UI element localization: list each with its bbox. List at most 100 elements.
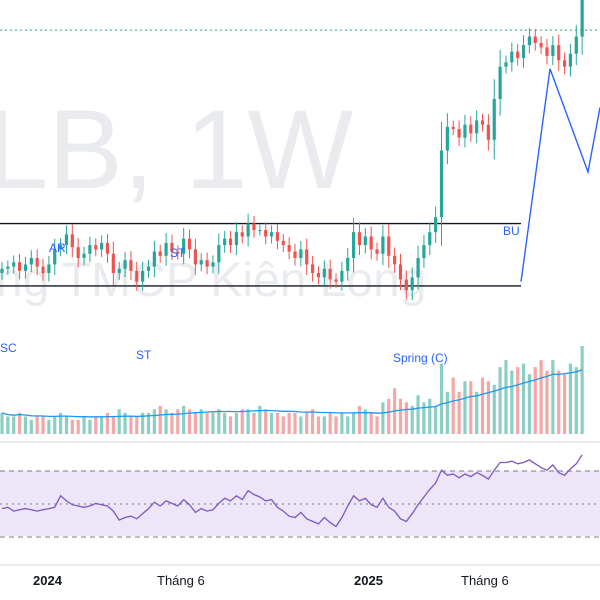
candlestick [117, 261, 121, 280]
candle-body [182, 238, 186, 254]
annotation-spring-c: Spring (C) [393, 351, 448, 365]
volume-bar [41, 416, 45, 434]
candle-body [82, 253, 86, 258]
candlestick [428, 222, 432, 255]
volume-bar [82, 416, 86, 434]
volume-bar [369, 412, 373, 434]
volume-bar [346, 416, 350, 434]
volume-bar [480, 377, 485, 434]
candle-body [269, 232, 274, 237]
x-tick-2025: 2025 [354, 573, 383, 588]
candle-body [117, 268, 121, 274]
candlestick [269, 225, 274, 244]
volume-bar [492, 384, 496, 434]
volume-bar [328, 412, 332, 434]
volume-bar [310, 409, 315, 434]
candlestick [527, 28, 531, 54]
candlestick [17, 253, 22, 280]
candlestick [146, 259, 151, 278]
candle-body [574, 36, 578, 54]
candlestick [135, 261, 139, 291]
candle-body [94, 245, 98, 250]
volume-bar [334, 416, 338, 434]
candle-body [422, 245, 426, 258]
annotation-sc: SC [0, 341, 17, 355]
volume-bar [457, 391, 461, 434]
candlestick [328, 259, 332, 289]
candlestick [287, 237, 291, 260]
volume-bar [434, 405, 438, 434]
volume-bar [217, 409, 221, 434]
candle-body [281, 240, 285, 246]
candlestick [223, 231, 227, 253]
candle-body [105, 242, 110, 254]
volume-bar [381, 402, 385, 434]
candlestick [228, 231, 233, 253]
volume-bar [211, 412, 215, 434]
candlestick [182, 228, 186, 265]
candlestick [193, 238, 197, 276]
candle-body [187, 238, 192, 250]
volume-bar [562, 374, 567, 434]
candlesticks [0, 0, 584, 301]
candlestick [422, 235, 426, 268]
candlestick [53, 238, 57, 276]
candle-body [223, 238, 227, 246]
candlestick [111, 241, 115, 286]
candlestick [516, 43, 520, 66]
candle-body [164, 242, 168, 256]
candle-body [228, 238, 233, 246]
volume-bar [469, 381, 473, 434]
candlestick [498, 49, 502, 116]
candlestick [176, 245, 180, 260]
candlestick [234, 222, 238, 255]
volume-bar [135, 416, 139, 434]
candle-body [111, 253, 115, 274]
candle-body [551, 45, 555, 56]
candlestick [211, 255, 215, 274]
candlestick [205, 252, 209, 275]
candle-body [176, 251, 180, 254]
volume-bar [451, 377, 455, 434]
candle-body [533, 36, 537, 43]
volume-bar [305, 412, 309, 434]
candlestick [281, 233, 285, 252]
candle-body [398, 264, 403, 280]
candlestick [480, 113, 485, 132]
candle-body [12, 262, 16, 267]
candle-body [480, 120, 485, 125]
candle-body [410, 277, 414, 291]
candle-body [357, 232, 362, 246]
candle-body [264, 230, 268, 237]
candlestick [158, 244, 162, 263]
candlestick [404, 270, 408, 300]
candle-body [428, 232, 432, 246]
candle-body [129, 260, 133, 271]
candle-body [47, 264, 51, 274]
candlestick [521, 35, 526, 68]
candle-body [527, 36, 531, 46]
candlestick [539, 36, 543, 55]
candlestick [299, 241, 303, 267]
candle-body [451, 126, 455, 129]
candle-body [310, 264, 315, 274]
candle-body [521, 45, 526, 59]
volume-bar [12, 416, 16, 434]
volume-bar [88, 419, 92, 434]
volume-bar [281, 416, 285, 434]
volume-bar [158, 405, 162, 434]
volume-moving-average-line [1, 369, 583, 418]
candlestick [246, 213, 250, 247]
candlestick [393, 247, 397, 273]
candle-body [393, 255, 397, 265]
volume-bar [498, 367, 502, 434]
volume-bar [53, 416, 57, 434]
volume-bar [47, 419, 51, 434]
candle-body [70, 234, 74, 248]
candlestick [105, 233, 110, 263]
annotation-st-lower: ST [136, 348, 152, 362]
volume-bar [516, 367, 520, 434]
projection-path-line [520, 68, 600, 282]
volume-bar [539, 360, 543, 434]
